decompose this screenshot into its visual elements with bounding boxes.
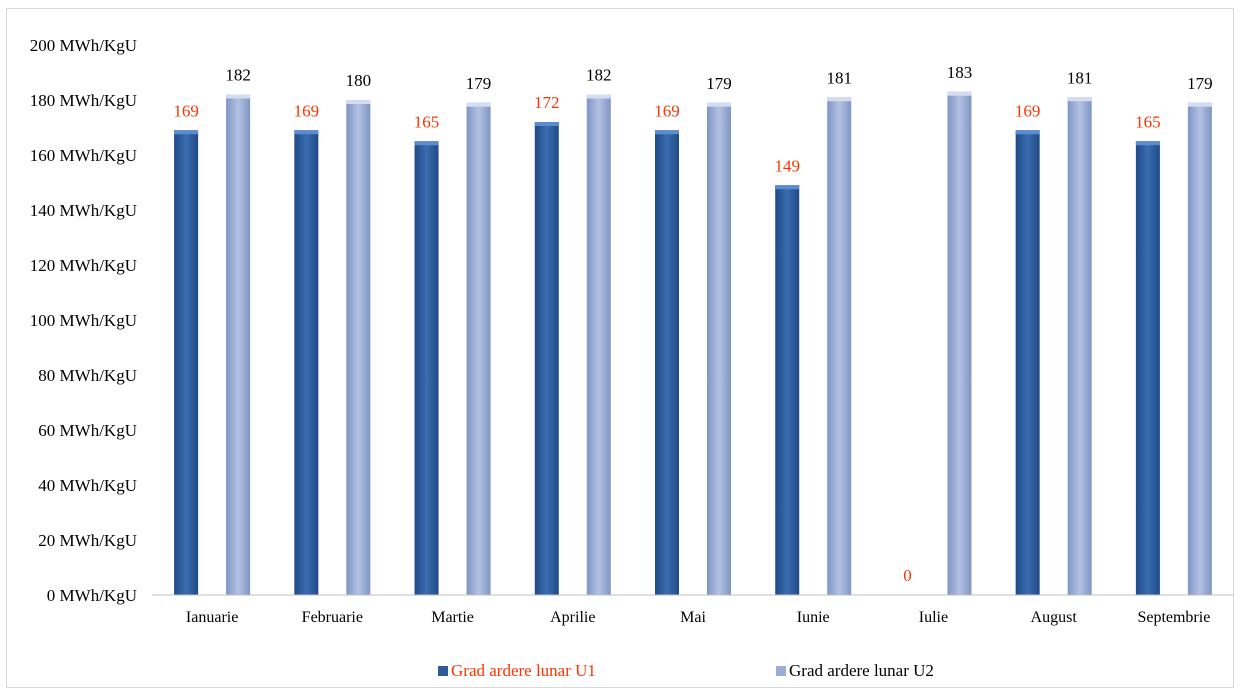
bar-cap [707,102,731,107]
x-tick-label: Mai [680,609,706,626]
bar-u2 [466,102,491,595]
x-tick-label: Februarie [302,609,363,626]
data-label-u2: 180 [346,71,372,90]
data-label-u2: 181 [826,68,852,87]
bar-u2 [1067,97,1092,595]
bar-cap [775,185,800,190]
data-label-u1: 165 [414,112,440,131]
y-tick-label: 160 MWh/KgU [30,146,137,165]
data-label-u2: 179 [706,74,732,93]
data-label-u1: 165 [1135,112,1161,131]
data-label-u1: 169 [294,101,320,120]
legend-label-u1: Grad ardere lunar U1 [451,661,596,680]
bar-cap [827,97,852,102]
bar-cap [226,94,251,99]
bar-u1 [655,130,679,595]
x-tick-label: Iulie [919,609,948,626]
x-tick-label: Martie [431,609,474,626]
bar-u2 [586,94,611,595]
bar-u2 [346,100,371,595]
y-tick-label: 20 MWh/KgU [38,531,137,550]
bar-cap [1067,97,1092,102]
y-tick-label: 0 MWh/KgU [47,586,137,605]
bar-cap [1015,130,1040,135]
y-tick-label: 100 MWh/KgU [30,311,137,330]
bar-u1 [775,185,800,595]
data-label-u2: 179 [1187,74,1213,93]
y-tick-label: 200 MWh/KgU [30,36,137,55]
data-label-u1: 0 [903,566,912,585]
data-label-u1: 169 [654,101,680,120]
x-tick-label: Septembrie [1137,609,1210,626]
bar-cap [655,130,679,135]
bar-u2 [707,102,731,595]
bar-cap [586,94,611,99]
y-tick-label: 40 MWh/KgU [38,476,137,495]
y-tick-label: 180 MWh/KgU [30,91,137,110]
legend-label-u2: Grad ardere lunar U2 [789,661,934,680]
x-tick-label: Iunie [797,609,830,626]
bar-cap [466,102,491,107]
bar-cap [346,100,371,104]
y-tick-label: 80 MWh/KgU [38,366,137,385]
bar-cap [1187,102,1212,107]
legend: Grad ardere lunar U1 Grad ardere lunar U… [0,661,1241,685]
bar-cap [1135,141,1160,146]
bar-cap [947,91,972,96]
legend-swatch-u2 [776,666,786,676]
data-label-u2: 182 [225,66,251,85]
data-label-u2: 182 [586,66,612,85]
legend-swatch-u1 [438,666,448,676]
bar-u2 [827,97,852,595]
data-label-u1: 172 [534,93,560,112]
legend-item-u2: Grad ardere lunar U2 [776,661,934,681]
bar-u1 [1135,141,1160,595]
data-label-u2: 181 [1067,68,1093,87]
data-label-u1: 149 [774,156,800,175]
x-tick-label: Aprilie [550,609,595,626]
bar-u1 [534,122,559,595]
data-label-u2: 183 [947,63,973,82]
y-tick-label: 140 MWh/KgU [30,201,137,220]
bar-u2 [1187,102,1212,595]
y-tick-label: 60 MWh/KgU [38,421,137,440]
bar-u2 [947,91,972,595]
legend-item-u1: Grad ardere lunar U1 [438,661,596,681]
bar-cap [414,141,439,146]
bar-u2 [226,94,251,595]
bar-u1 [414,141,439,595]
bar-cap [174,130,199,135]
bar-cap [534,122,559,126]
x-tick-label: August [1031,609,1078,626]
x-tick-label: Ianuarie [186,609,238,626]
bar-u1 [174,130,199,595]
data-label-u1: 169 [173,101,199,120]
y-tick-label: 120 MWh/KgU [30,256,137,275]
bar-cap [294,130,319,135]
data-label-u1: 169 [1015,101,1041,120]
bar-u1 [1015,130,1040,595]
bar-u1 [294,130,319,595]
data-label-u2: 179 [466,74,492,93]
